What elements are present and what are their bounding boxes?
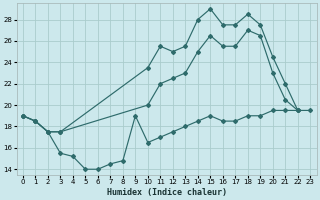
X-axis label: Humidex (Indice chaleur): Humidex (Indice chaleur) (107, 188, 227, 197)
